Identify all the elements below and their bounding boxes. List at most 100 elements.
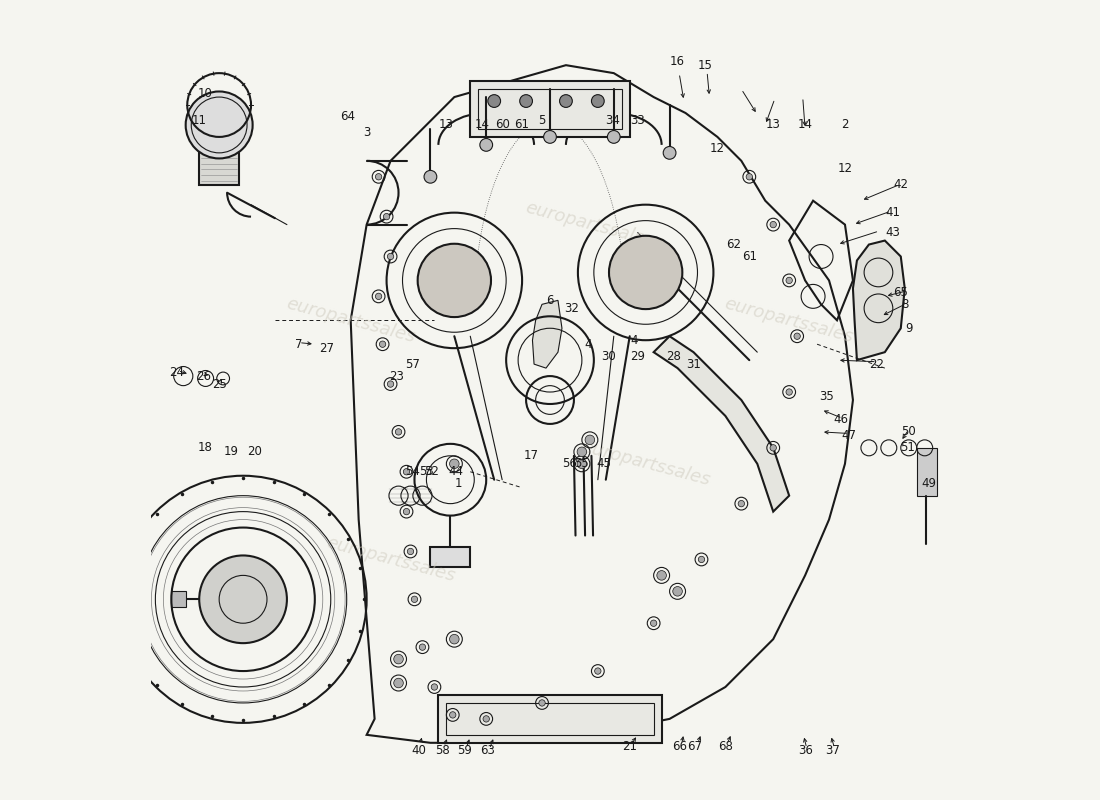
Circle shape xyxy=(419,644,426,650)
Circle shape xyxy=(375,174,382,180)
Text: 52: 52 xyxy=(425,466,439,478)
Text: 30: 30 xyxy=(602,350,616,362)
Text: 10: 10 xyxy=(198,86,213,99)
Circle shape xyxy=(407,548,414,554)
Bar xyxy=(430,547,471,567)
Bar xyxy=(471,81,629,137)
Circle shape xyxy=(394,654,404,664)
Bar xyxy=(439,695,661,743)
Circle shape xyxy=(450,459,459,469)
Text: 22: 22 xyxy=(869,358,884,370)
Text: 58: 58 xyxy=(434,744,450,758)
Circle shape xyxy=(384,214,389,220)
Text: 13: 13 xyxy=(766,118,781,131)
Text: 59: 59 xyxy=(458,744,472,758)
Text: 18: 18 xyxy=(198,442,213,454)
Text: 3: 3 xyxy=(363,126,371,139)
Text: 37: 37 xyxy=(826,744,840,758)
Circle shape xyxy=(539,700,546,706)
Text: 5: 5 xyxy=(538,114,546,127)
Circle shape xyxy=(487,94,500,107)
Text: 63: 63 xyxy=(481,744,495,758)
Text: 11: 11 xyxy=(191,114,207,127)
Circle shape xyxy=(738,501,745,507)
Text: 14: 14 xyxy=(475,118,490,131)
Circle shape xyxy=(673,586,682,596)
Text: 61: 61 xyxy=(741,250,757,263)
Circle shape xyxy=(698,556,705,562)
Text: 45: 45 xyxy=(597,458,612,470)
Circle shape xyxy=(480,138,493,151)
Text: 1: 1 xyxy=(454,478,462,490)
Text: 32: 32 xyxy=(564,302,579,315)
Text: 4: 4 xyxy=(584,338,592,350)
Text: 55: 55 xyxy=(574,458,590,470)
Text: 15: 15 xyxy=(698,58,713,72)
Text: 21: 21 xyxy=(623,740,637,754)
Circle shape xyxy=(794,333,801,339)
Text: 68: 68 xyxy=(718,740,733,754)
Text: 46: 46 xyxy=(834,414,848,426)
Circle shape xyxy=(404,509,409,515)
Text: 8: 8 xyxy=(901,298,909,311)
Text: 66: 66 xyxy=(672,740,686,754)
Text: 16: 16 xyxy=(670,54,685,68)
Text: 14: 14 xyxy=(798,118,813,131)
Polygon shape xyxy=(653,336,789,512)
Circle shape xyxy=(770,445,777,451)
Bar xyxy=(172,591,186,607)
Circle shape xyxy=(418,244,491,317)
Circle shape xyxy=(595,668,601,674)
Circle shape xyxy=(746,174,752,180)
Text: 43: 43 xyxy=(886,226,900,239)
Circle shape xyxy=(663,146,676,159)
Bar xyxy=(478,89,622,129)
Text: 35: 35 xyxy=(820,390,834,402)
Circle shape xyxy=(543,130,557,143)
Text: 7: 7 xyxy=(295,338,302,350)
Text: 50: 50 xyxy=(901,426,916,438)
Circle shape xyxy=(186,91,253,158)
Text: europartssales: europartssales xyxy=(524,198,657,250)
Circle shape xyxy=(607,130,620,143)
Circle shape xyxy=(592,94,604,107)
Text: europartssales: europartssales xyxy=(580,438,712,490)
Text: 9: 9 xyxy=(905,322,913,334)
Text: europartssales: europartssales xyxy=(723,294,856,346)
Text: 29: 29 xyxy=(630,350,646,362)
Text: 54: 54 xyxy=(406,466,420,478)
Text: 57: 57 xyxy=(406,358,420,370)
Text: 44: 44 xyxy=(449,466,463,478)
Text: 17: 17 xyxy=(524,450,538,462)
Circle shape xyxy=(578,447,586,457)
Bar xyxy=(199,137,239,185)
Circle shape xyxy=(199,555,287,643)
Circle shape xyxy=(379,341,386,347)
Circle shape xyxy=(786,389,792,395)
Circle shape xyxy=(387,254,394,260)
Text: 47: 47 xyxy=(842,430,857,442)
Text: 31: 31 xyxy=(686,358,701,370)
Text: 19: 19 xyxy=(223,446,239,458)
Circle shape xyxy=(560,94,572,107)
Text: 27: 27 xyxy=(319,342,334,354)
Text: 24: 24 xyxy=(169,366,185,378)
Text: 12: 12 xyxy=(710,142,725,155)
Circle shape xyxy=(657,570,667,580)
Circle shape xyxy=(395,429,402,435)
Circle shape xyxy=(394,678,404,688)
Polygon shape xyxy=(532,300,562,368)
Text: 49: 49 xyxy=(921,478,936,490)
Text: 36: 36 xyxy=(798,744,813,758)
Circle shape xyxy=(483,716,490,722)
Text: 6: 6 xyxy=(547,294,553,307)
Circle shape xyxy=(411,596,418,602)
Circle shape xyxy=(519,94,532,107)
Text: 34: 34 xyxy=(605,114,619,127)
Text: 20: 20 xyxy=(248,446,263,458)
Circle shape xyxy=(375,293,382,299)
Text: 60: 60 xyxy=(495,118,510,131)
Text: 23: 23 xyxy=(388,370,404,382)
Text: europartssales: europartssales xyxy=(324,534,458,586)
Circle shape xyxy=(578,459,586,469)
